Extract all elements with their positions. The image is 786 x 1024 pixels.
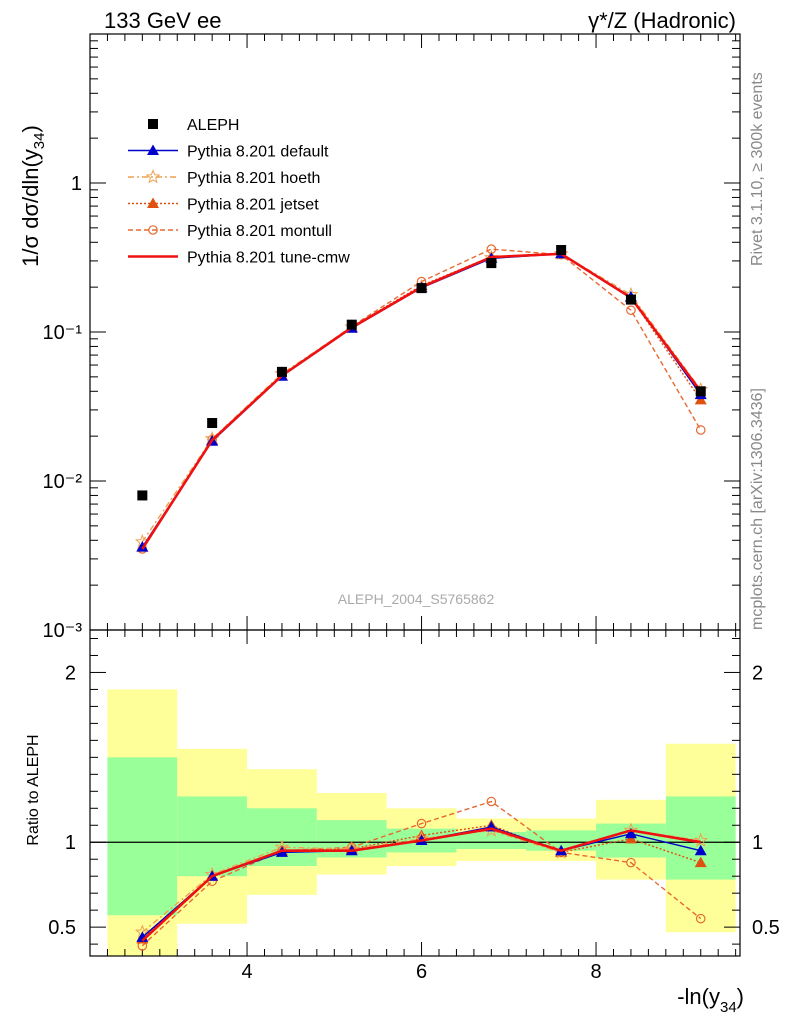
y-tick-label: 10⁻²: [43, 471, 83, 493]
series-line: [141, 252, 702, 550]
data-point: [137, 490, 148, 501]
band-inner: [247, 808, 317, 867]
legend-label: Pythia 8.201 jetset: [187, 197, 319, 214]
legend-marker: [147, 197, 159, 208]
legend-label: Pythia 8.201 tune-cmw: [187, 250, 350, 267]
x-tick-label: 4: [241, 961, 252, 983]
y-tick-label: 10⁻³: [43, 620, 83, 642]
data-point: [207, 418, 218, 429]
x-axis-label: -ln(y34): [677, 984, 744, 1016]
ratio-line: [141, 829, 701, 933]
ratio-line: [141, 827, 701, 942]
legend-label: Pythia 8.201 montull: [187, 223, 332, 240]
x-tick-label: 6: [416, 961, 427, 983]
x-tick-label: 8: [590, 961, 601, 983]
data-point: [346, 319, 357, 330]
series-point: [694, 393, 707, 405]
band-inner: [107, 757, 178, 916]
ratio-tick-label-right: 2: [752, 662, 763, 684]
data-point: [625, 294, 636, 305]
ratio-tick-label: 1: [65, 832, 76, 854]
data-point: [416, 283, 427, 294]
ratio-line: [141, 800, 702, 947]
y-tick-label: 1: [71, 173, 82, 195]
ratio-point: [416, 818, 427, 829]
series-point: [136, 541, 149, 552]
ratio-point: [626, 857, 636, 868]
ratio-tick-label: 0.5: [48, 917, 76, 939]
ratio-point: [693, 832, 709, 847]
legend-label: Pythia 8.201 default: [187, 144, 329, 161]
series-line: [141, 253, 702, 548]
data-point: [276, 366, 287, 377]
legend-label: ALEPH: [187, 117, 239, 134]
main-ylabel: 1/σ dσ/dln(y34): [18, 125, 48, 267]
y-tick-label: 10⁻¹: [43, 322, 83, 344]
ratio-frame: [89, 629, 741, 957]
legend-marker: [147, 144, 159, 155]
ratio-tick-label-right: 1: [752, 832, 763, 854]
series-point: [626, 305, 636, 316]
watermark: ALEPH_2004_S5765862: [338, 591, 495, 607]
ratio-ylabel: Ratio to ALEPH: [25, 734, 42, 845]
series-line: [141, 248, 702, 550]
legend-label: Pythia 8.201 hoeth: [187, 170, 320, 187]
ratio-point: [486, 796, 497, 807]
series-line: [141, 253, 702, 543]
data-point: [695, 386, 706, 397]
data-point: [486, 258, 497, 269]
ratio-bands: [107, 689, 736, 956]
series-point: [695, 425, 706, 435]
ratio-point: [694, 856, 707, 868]
plot-lines: [134, 244, 709, 951]
legend-marker: [145, 169, 161, 184]
data-point: [556, 245, 567, 256]
legend-marker: [148, 119, 158, 129]
legend-marker: [148, 225, 158, 235]
ratio-tick-label-right: 0.5: [752, 917, 780, 939]
side-label-top: Rivet 3.1.10, ≥ 300k events: [749, 72, 766, 266]
series-line: [141, 253, 702, 548]
header-left: 133 GeV ee: [104, 8, 221, 33]
side-label-bottom: mcplots.cern.ch [arXiv:1306.3436]: [749, 388, 766, 630]
header-right: γ*/Z (Hadronic): [588, 8, 736, 33]
ratio-point: [624, 827, 637, 839]
axes: 4 6 8 10⁻³ 10⁻² 10⁻¹ 1 0.5 0.5 1 1 2 2: [43, 34, 780, 983]
legend: ALEPH Pythia 8.201 default Pythia 8.201 ho…: [128, 117, 350, 267]
band-inner: [177, 796, 248, 877]
ratio-tick-label: 2: [65, 662, 76, 684]
ratio-point: [695, 913, 706, 924]
ratio-point: [694, 844, 707, 856]
